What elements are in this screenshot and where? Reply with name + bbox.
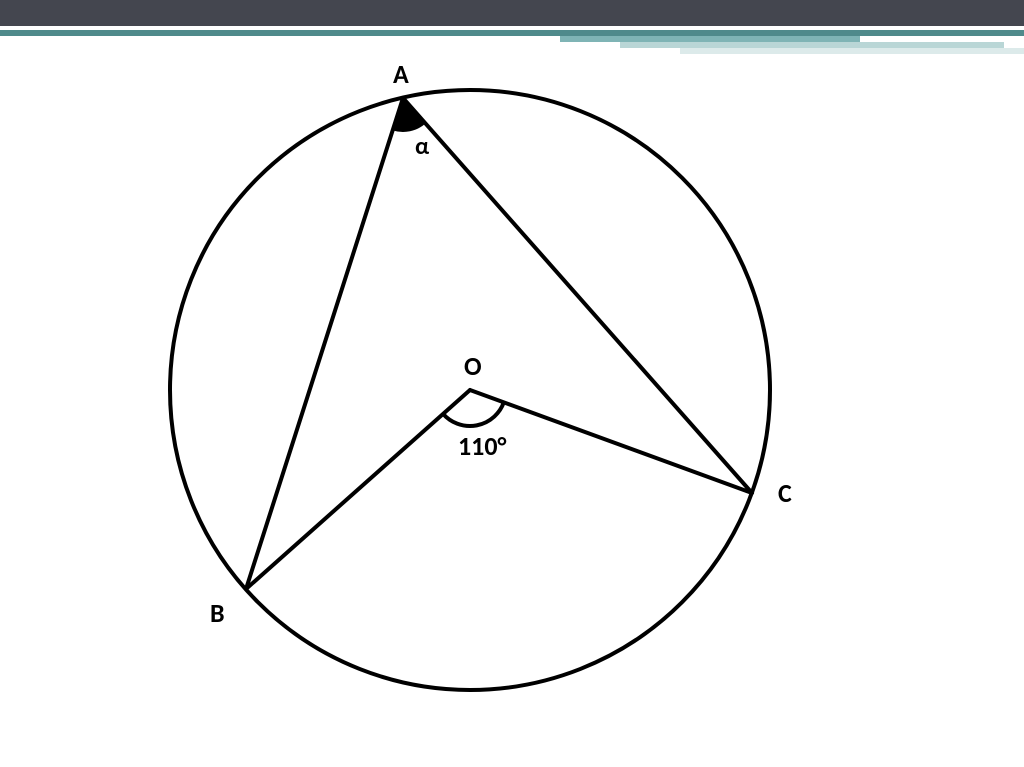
- geometry-diagram: [0, 0, 1024, 767]
- angle-label-110: 110°: [458, 430, 506, 462]
- point-label-o: O: [464, 350, 482, 382]
- point-label-c: C: [778, 477, 792, 509]
- slide: A O B C α 110°: [0, 0, 1024, 767]
- point-label-a: A: [393, 58, 409, 90]
- point-label-b: B: [210, 597, 225, 629]
- angle-label-alpha: α: [415, 132, 429, 161]
